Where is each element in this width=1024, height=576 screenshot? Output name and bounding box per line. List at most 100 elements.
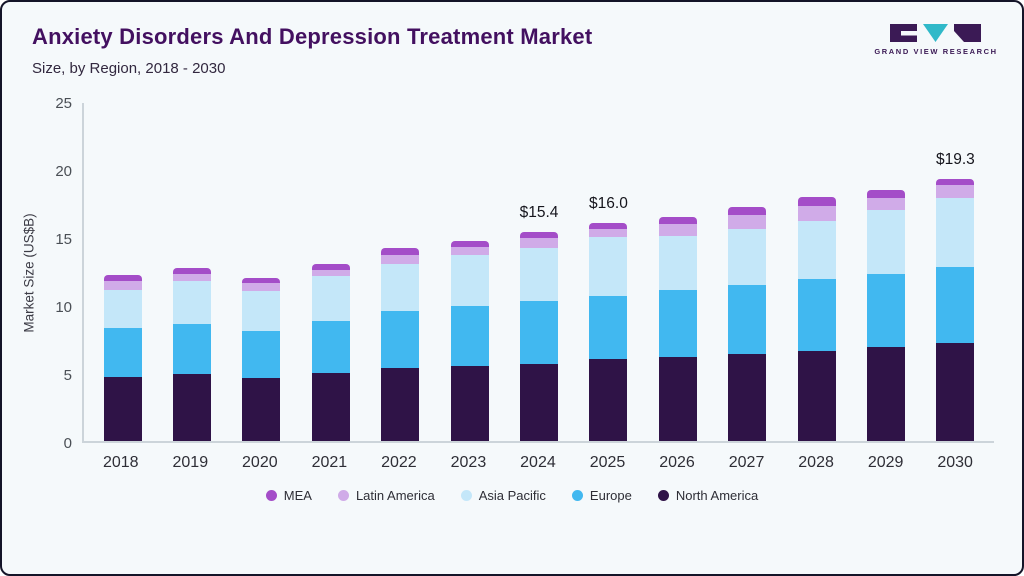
segment-asia-pacific	[728, 228, 767, 285]
segment-mea	[520, 231, 559, 239]
segment-north-america	[311, 373, 350, 441]
bar-group-2027	[713, 103, 782, 441]
legend-item-north-america: North America	[657, 488, 759, 503]
y-tick-5: 5	[63, 367, 72, 384]
stacked-bar-chart: Market Size (US$B) 0 5 10 15 20 25 $15.4 $16.0…	[2, 95, 1022, 472]
segment-latin-america	[381, 254, 420, 265]
segment-north-america	[242, 378, 281, 441]
segment-europe	[311, 321, 350, 373]
segment-north-america	[658, 356, 697, 441]
bar-group-2030: $19.3	[921, 103, 990, 441]
segment-north-america	[589, 359, 628, 441]
segment-europe	[936, 266, 975, 344]
legend-label-north-america: North America	[675, 488, 759, 503]
stacked-bar-2021	[311, 264, 350, 441]
segment-latin-america	[866, 197, 905, 210]
logo-text: GRAND VIEW RESEARCH	[874, 47, 998, 56]
bar-group-2024: $15.4	[504, 103, 573, 441]
segment-north-america	[173, 374, 212, 441]
segment-north-america	[381, 367, 420, 441]
plot-area: $15.4 $16.0 $19.3	[82, 103, 994, 443]
stacked-bar-2029	[866, 189, 905, 441]
segment-europe	[658, 290, 697, 357]
segment-asia-pacific	[658, 235, 697, 291]
legend-item-latin-america: Latin America	[337, 488, 435, 503]
segment-europe	[589, 295, 628, 360]
plot-column: $15.4 $16.0 $19.3 2018 2019 2020 2021 2022 2023…	[82, 103, 994, 472]
legend-dot-latin-america	[337, 490, 349, 501]
legend-label-asia-pacific: Asia Pacific	[478, 488, 546, 503]
segment-north-america	[520, 363, 559, 441]
segment-north-america	[450, 366, 489, 441]
segment-asia-pacific	[936, 197, 975, 267]
segment-latin-america	[589, 228, 628, 238]
segment-latin-america	[242, 283, 281, 292]
header: Anxiety Disorders And Depression Treatme…	[2, 2, 1022, 77]
segment-mea	[728, 207, 767, 216]
segment-north-america	[103, 377, 142, 441]
segment-europe	[103, 328, 142, 378]
y-axis: Market Size (US$B)	[14, 103, 44, 443]
stacked-bar-2020	[242, 277, 281, 441]
bar-group-2023	[435, 103, 504, 441]
segment-mea	[450, 241, 489, 247]
segment-asia-pacific	[311, 276, 350, 322]
y-axis-label: Market Size (US$B)	[21, 213, 37, 333]
bar-group-2028	[782, 103, 851, 441]
legend-label-europe: Europe	[589, 488, 632, 503]
bar-group-2019	[157, 103, 226, 441]
segment-north-america	[936, 343, 975, 441]
bar-value-label-2024: $15.4	[519, 203, 559, 221]
segment-latin-america	[728, 215, 767, 229]
x-tick-2026: 2026	[659, 454, 695, 471]
segment-asia-pacific	[520, 247, 559, 301]
y-tick-10: 10	[55, 299, 72, 316]
segment-mea	[311, 264, 350, 270]
segment-latin-america	[311, 269, 350, 277]
legend-dot-mea	[265, 490, 277, 501]
stacked-bar-2022	[381, 248, 420, 441]
segment-europe	[797, 279, 836, 352]
segment-europe	[381, 310, 420, 368]
segment-asia-pacific	[381, 264, 420, 311]
segment-mea	[103, 275, 142, 281]
y-axis-ticks: 0 5 10 15 20 25	[44, 95, 82, 452]
chart-legend: MEA Latin America Asia Pacific Europe North …	[2, 488, 1022, 503]
legend-dot-north-america	[657, 490, 669, 501]
bar-group-2022	[366, 103, 435, 441]
x-tick-2028: 2028	[798, 454, 834, 471]
stacked-bar-2024	[520, 231, 559, 441]
grand-view-research-logo: GRAND VIEW RESEARCH	[874, 24, 996, 56]
x-tick-2020: 2020	[242, 454, 278, 471]
x-tick-2030: 2030	[937, 454, 973, 471]
segment-latin-america	[520, 238, 559, 248]
segment-latin-america	[173, 273, 212, 281]
segment-asia-pacific	[797, 220, 836, 280]
segment-asia-pacific	[103, 290, 142, 329]
segment-latin-america	[450, 246, 489, 255]
segment-mea	[936, 178, 975, 186]
stacked-bar-2018	[103, 275, 142, 441]
bar-group-2029	[851, 103, 920, 441]
title-block: Anxiety Disorders And Depression Treatme…	[32, 24, 592, 77]
segment-latin-america	[658, 223, 697, 236]
segment-north-america	[866, 347, 905, 441]
stacked-bar-2025	[589, 223, 628, 441]
bar-group-2020	[227, 103, 296, 441]
segment-north-america	[728, 354, 767, 441]
x-tick-2024: 2024	[520, 454, 556, 471]
segment-latin-america	[103, 280, 142, 291]
segment-mea	[589, 223, 628, 229]
y-tick-25: 25	[55, 95, 72, 112]
legend-item-mea: MEA	[265, 488, 312, 503]
segment-asia-pacific	[242, 291, 281, 331]
stacked-bar-2030	[936, 178, 975, 441]
segment-asia-pacific	[866, 209, 905, 274]
segment-europe	[450, 306, 489, 367]
segment-europe	[728, 284, 767, 354]
page-title: Anxiety Disorders And Depression Treatme…	[32, 24, 593, 49]
stacked-bar-2026	[658, 216, 697, 441]
x-tick-2021: 2021	[311, 454, 348, 471]
x-tick-2022: 2022	[381, 454, 417, 471]
